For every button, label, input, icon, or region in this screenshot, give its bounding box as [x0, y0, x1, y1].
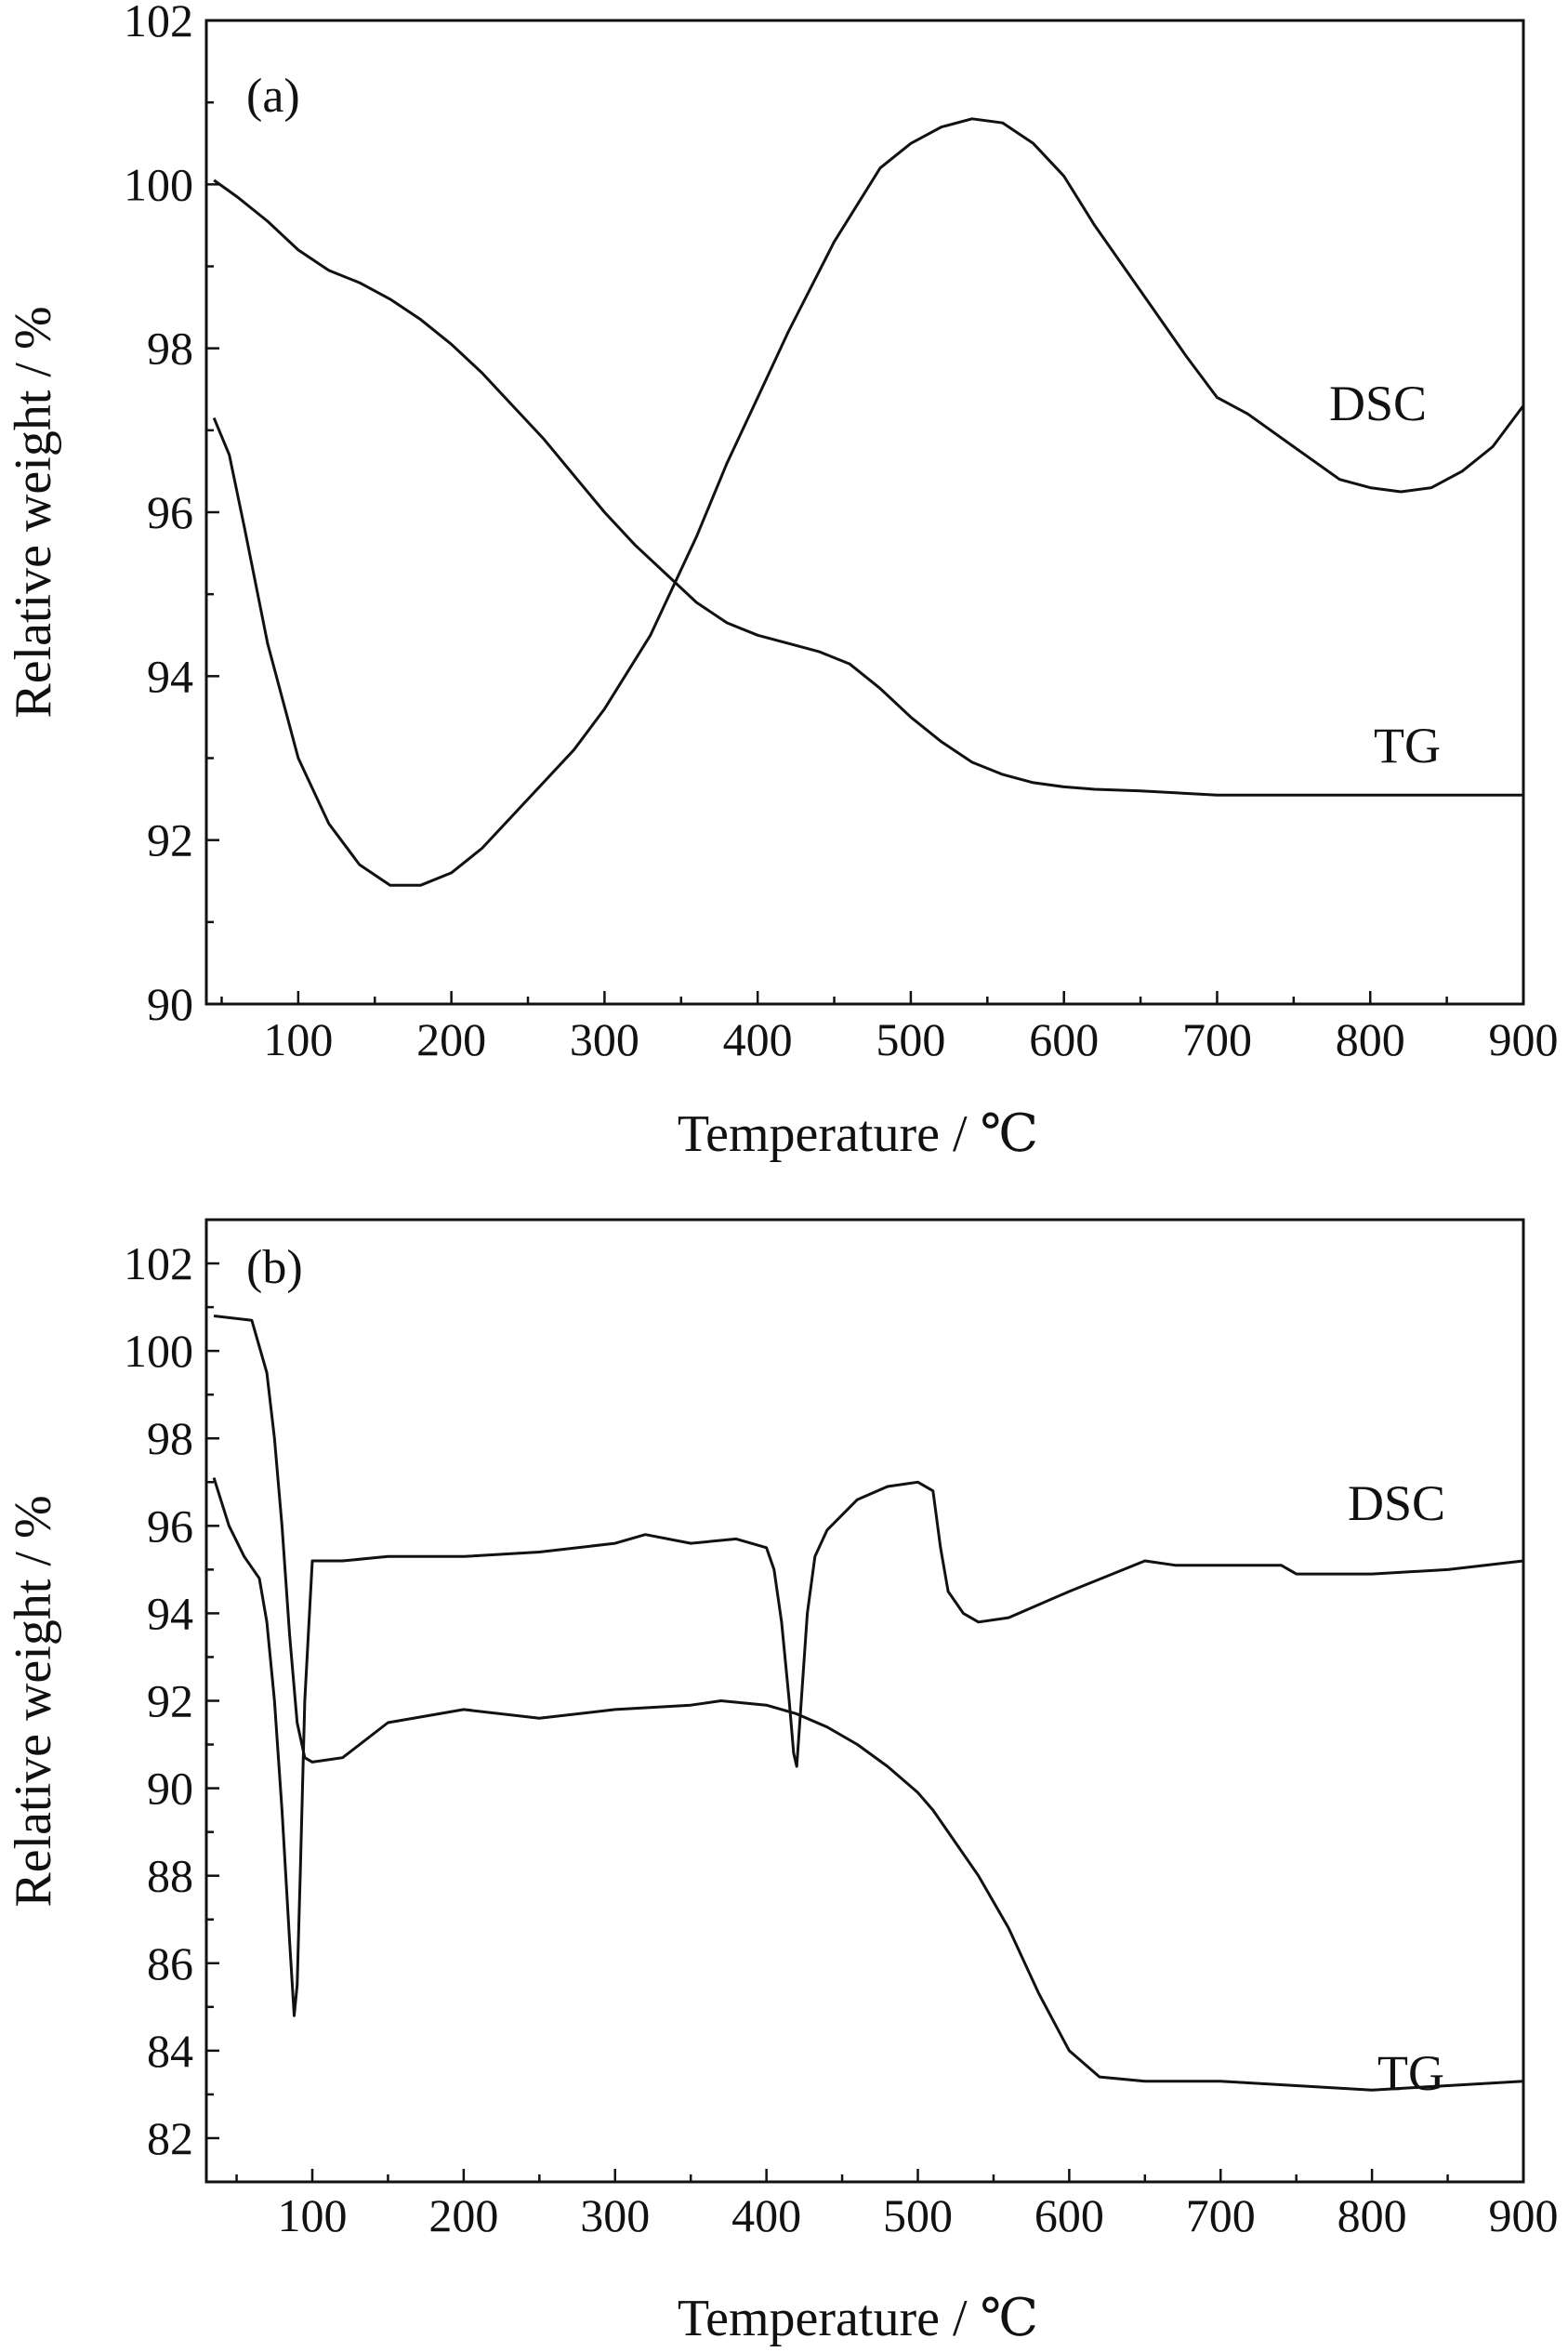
- panel-b-y-tick-label: 102: [124, 1237, 193, 1289]
- panel-b-chart: 100 200 300 400 500 600 700 800 900 82 84 86 88 90 92…: [5, 1218, 1559, 2347]
- panel-b-x-tick-label: 400: [731, 2189, 801, 2241]
- panel-b-x-tick-label: 900: [1489, 2189, 1559, 2241]
- panel-a-y-axis-title: Relative weight / %: [5, 306, 62, 718]
- panel-b-y-tick-label: 86: [147, 1937, 193, 1989]
- panel-b-x-tick-label: 800: [1337, 2189, 1407, 2241]
- panel-b-x-axis: 100 200 300 400 500 600 700 800 900: [235, 2169, 1559, 2241]
- panel-b-dsc-label: DSC: [1348, 1475, 1445, 1531]
- panel-a-x-tick-label: 900: [1489, 1013, 1559, 1065]
- panel-b-y-tick-label: 90: [147, 1763, 193, 1815]
- panel-a-x-tick-label: 300: [570, 1013, 639, 1065]
- panel-a-tg-label: TG: [1374, 718, 1441, 773]
- panel-a-x-tick-label: 800: [1336, 1013, 1405, 1065]
- panel-a-y-tick-label: 102: [124, 0, 193, 46]
- panel-b-dsc-curve: [212, 1477, 1524, 2017]
- panel-b-y-tick-label: 84: [147, 2025, 193, 2077]
- panel-a-tag: (a): [246, 70, 300, 123]
- panel-b-y-tick-label: 92: [147, 1675, 193, 1727]
- panel-a-y-tick-label: 94: [147, 650, 193, 702]
- panel-b-x-tick-label: 300: [580, 2189, 650, 2241]
- panel-b-y-tick-label: 96: [147, 1500, 193, 1552]
- panel-b-x-tick-label: 500: [883, 2189, 953, 2241]
- panel-b-x-tick-label: 200: [428, 2189, 498, 2241]
- panel-b-y-axis-title: Relative weight / %: [5, 1495, 62, 1907]
- panel-a-y-tick-label: 96: [147, 486, 193, 538]
- panel-b-x-axis-title: Temperature / ℃: [678, 2290, 1038, 2347]
- panel-b-y-axis: 82 84 86 88 90 92 94 96 98 100 102: [124, 1218, 219, 2184]
- panel-b-plot-frame: [204, 1218, 1525, 2184]
- panel-a-y-tick-label: 98: [147, 323, 193, 375]
- panel-b-y-tick-label: 94: [147, 1587, 193, 1639]
- panel-a-y-tick-label: 92: [147, 814, 193, 866]
- panel-a-y-tick-label: 90: [147, 978, 193, 1030]
- panel-a-dsc-label: DSC: [1329, 376, 1427, 431]
- panel-a-tg-curve: [213, 178, 1523, 797]
- panel-a-x-tick-label: 400: [723, 1013, 793, 1065]
- panel-a-x-tick-label: 600: [1029, 1013, 1099, 1065]
- panel-b-x-tick-label: 100: [278, 2189, 348, 2241]
- panel-a-x-tick-label: 700: [1182, 1013, 1252, 1065]
- panel-b-tag: (b): [246, 1241, 303, 1294]
- panel-a-series-layer: [212, 117, 1525, 887]
- panel-b-y-tick-label: 98: [147, 1412, 193, 1464]
- panel-a-x-tick-label: 500: [876, 1013, 945, 1065]
- panel-a-x-tick-label: 100: [263, 1013, 333, 1065]
- panel-b-x-tick-label: 600: [1034, 2189, 1104, 2241]
- panel-b-y-tick-label: 82: [147, 2112, 193, 2164]
- panel-b-tg-label: TG: [1377, 2045, 1444, 2101]
- panel-a-x-axis: 100 200 300 400 500 600 700 800 900: [220, 991, 1559, 1065]
- panel-b-x-tick-label: 700: [1186, 2189, 1256, 2241]
- panel-a-dsc-curve: [212, 117, 1525, 887]
- panel-a-y-tick-label: 100: [124, 158, 193, 210]
- panel-a-chart: 100 200 300 400 500 600 700 800 900 90 92 94 96 98 10…: [5, 0, 1559, 1163]
- panel-b-series-layer: [212, 1315, 1524, 2092]
- panel-b-y-tick-label: 100: [124, 1325, 193, 1377]
- panel-a-x-axis-title: Temperature / ℃: [678, 1105, 1038, 1163]
- panel-a-x-tick-label: 200: [416, 1013, 486, 1065]
- panel-b-tg-curve: [213, 1315, 1524, 2092]
- panel-a-y-axis: 90 92 94 96 98 100 102: [124, 0, 219, 1030]
- panel-a-plot-frame: [204, 19, 1525, 1006]
- panel-b-y-tick-label: 88: [147, 1850, 193, 1902]
